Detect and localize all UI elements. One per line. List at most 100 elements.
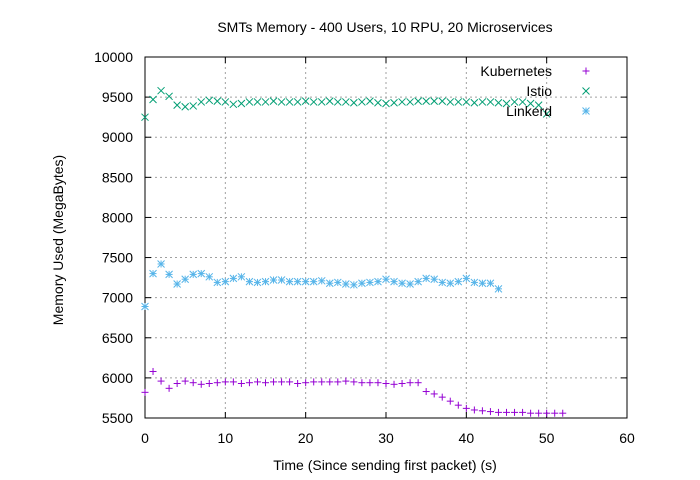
data-point-istio [398,98,406,106]
data-point-kubernetes [358,379,366,387]
data-point-kubernetes [430,390,438,398]
data-point-linkerd [462,274,471,283]
data-point-kubernetes [527,409,535,417]
data-point-kubernetes [350,378,358,386]
legend-marker-linkerd [582,107,590,115]
data-point-linkerd [390,277,398,286]
data-point-linkerd [494,284,503,293]
data-point-kubernetes [318,378,326,386]
legend-label: Linkerd [506,103,552,119]
data-point-kubernetes [374,379,382,387]
data-point-linkerd [141,302,149,311]
data-point-istio [197,98,206,106]
y-tick-label: 8000 [102,209,133,225]
data-point-linkerd [197,269,206,278]
data-point-kubernetes [454,401,462,409]
x-tick-label: 40 [459,430,475,446]
x-axis-label: Time (Since sending first packet) (s) [273,457,497,473]
data-point-istio [406,98,414,106]
x-tick-label: 0 [141,430,149,446]
legend-marker-istio [582,87,590,95]
data-point-linkerd [470,278,479,287]
data-point-linkerd [213,278,222,287]
data-point-kubernetes [462,404,470,412]
data-point-linkerd [189,270,198,279]
data-point-linkerd [237,272,246,281]
legend-marker-kubernetes [582,67,590,75]
y-tick-label: 10000 [94,49,133,65]
data-point-istio [486,98,495,106]
data-point-kubernetes [390,380,398,388]
data-point-kubernetes [189,379,197,387]
data-point-kubernetes [310,378,318,386]
data-point-kubernetes [149,367,157,375]
data-point-istio [470,98,479,107]
data-point-istio [333,98,342,106]
data-point-istio [245,98,254,106]
tick-marks [144,56,628,419]
y-tick-label: 7000 [102,290,133,306]
x-tick-label: 30 [378,430,394,446]
data-point-kubernetes [237,380,245,388]
data-point-istio [462,98,471,106]
data-point-linkerd [430,275,439,284]
data-point-linkerd [253,278,262,287]
data-point-kubernetes [422,388,430,396]
y-tick-label: 5500 [102,410,133,426]
data-point-istio [221,98,230,106]
data-point-linkerd [438,278,447,287]
data-point-istio [390,98,398,107]
data-point-istio [542,110,551,118]
data-point-linkerd [486,279,495,288]
data-point-kubernetes [406,379,414,387]
data-point-kubernetes [253,378,261,386]
data-point-istio [350,98,358,107]
y-tick-label: 8500 [102,169,133,185]
data-point-istio [438,97,447,105]
data-point-linkerd [382,275,390,284]
data-point-linkerd [422,274,431,283]
data-point-istio [518,98,527,106]
data-point-kubernetes [245,379,253,387]
data-point-kubernetes [486,408,494,416]
data-point-kubernetes [294,380,302,388]
y-tick-label: 6500 [102,330,133,346]
legend: Kubernetes Istio Linkerd [480,63,590,119]
data-point-kubernetes [334,378,342,386]
data-point-linkerd [366,278,374,287]
data-point-istio [430,97,439,105]
data-point-linkerd [309,277,318,286]
x-tick-label: 10 [218,430,234,446]
data-point-kubernetes [342,377,350,385]
data-point-istio [157,86,165,95]
data-point-istio [141,113,149,122]
data-point-kubernetes [470,406,478,414]
y-axis-label: Memory Used (MegaBytes) [50,155,66,325]
data-point-istio [253,98,262,106]
data-point-kubernetes [535,409,543,417]
data-point-linkerd [341,280,350,288]
data-point-istio [165,92,173,101]
data-point-linkerd [406,280,414,288]
data-point-kubernetes [141,388,149,396]
data-point-kubernetes [173,380,181,388]
legend-label: Istio [526,83,552,99]
data-point-linkerd [398,279,406,288]
data-point-istio [317,98,326,106]
legend-entry-istio: Istio [526,83,590,99]
data-point-kubernetes [278,378,286,386]
data-point-linkerd [358,279,366,288]
data-point-kubernetes [165,384,173,392]
data-point-kubernetes [414,379,422,387]
data-point-linkerd [293,277,302,286]
series-kubernetes [141,367,567,417]
data-point-linkerd [165,270,173,279]
data-point-istio [366,97,374,105]
data-point-kubernetes [270,378,278,386]
y-tick-labels: 5500 6000 6500 7000 7500 8000 8500 9000 9500 1000… [94,49,133,426]
data-point-istio [534,101,543,109]
data-point-kubernetes [197,380,205,388]
data-point-kubernetes [157,377,165,385]
data-point-istio [285,98,294,106]
